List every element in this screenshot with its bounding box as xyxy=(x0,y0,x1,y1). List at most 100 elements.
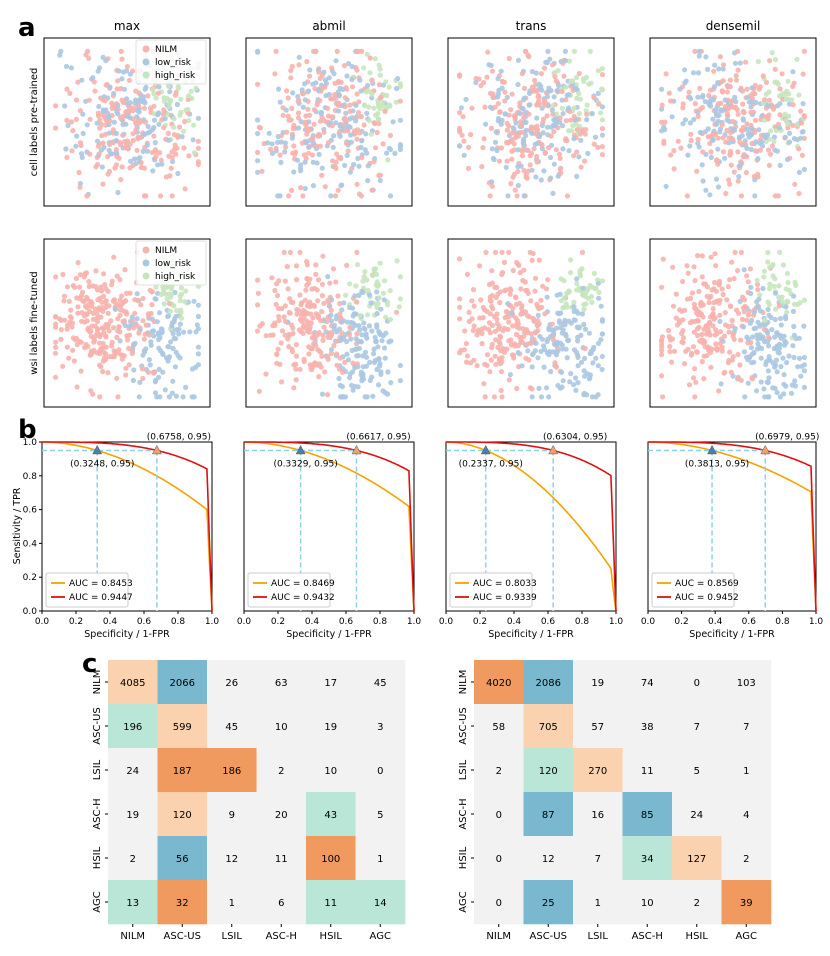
tsne-point-nilm xyxy=(549,321,555,327)
tsne-point-nilm xyxy=(329,114,335,120)
tsne-point-low_risk xyxy=(737,298,743,304)
tsne-point-low_risk xyxy=(699,162,705,168)
tsne-point-low_risk xyxy=(80,130,86,137)
heatmap-cell xyxy=(622,836,673,881)
tsne-point-nilm xyxy=(102,282,108,288)
x-tick-label-NILM: NILM xyxy=(120,931,145,942)
tsne-point-low_risk xyxy=(572,85,578,92)
tsne-point-nilm xyxy=(313,361,319,367)
tsne-point-nilm xyxy=(484,362,490,368)
tsne-point-low_risk xyxy=(586,330,593,336)
tsne-point-low_risk xyxy=(147,362,153,368)
tsne-point-nilm xyxy=(734,307,740,313)
tsne-point-nilm xyxy=(319,172,325,178)
y-tick-label: 0.8 xyxy=(23,472,38,482)
tsne-point-nilm xyxy=(772,66,778,72)
tsne-point-nilm xyxy=(53,350,59,356)
heatmap-value: 1 xyxy=(595,898,601,909)
tsne-point-nilm xyxy=(354,91,360,97)
tsne-point-low_risk xyxy=(378,332,384,338)
tsne-point-nilm xyxy=(274,293,281,299)
tsne-point-nilm xyxy=(715,135,721,141)
tsne-point-nilm xyxy=(481,79,487,86)
tsne-point-low_risk xyxy=(365,163,371,169)
tsne-point-nilm xyxy=(123,365,129,371)
tsne-point-low_risk xyxy=(749,317,755,323)
tsne-point-nilm xyxy=(684,263,690,269)
tsne-point-low_risk xyxy=(492,139,499,145)
tsne-point-low_risk xyxy=(582,326,589,332)
tsne-point-nilm xyxy=(108,318,114,324)
tsne-point-high_risk xyxy=(381,278,388,284)
tsne-point-nilm xyxy=(74,295,80,301)
tsne-point-nilm xyxy=(719,122,725,128)
tsne-point-nilm xyxy=(697,106,703,112)
legend-auc-red: AUC = 0.9447 xyxy=(69,593,133,603)
tsne-point-high_risk xyxy=(577,96,584,102)
tsne-point-nilm xyxy=(255,149,261,155)
tsne-point-nilm xyxy=(567,109,573,115)
tsne-point-low_risk xyxy=(129,314,135,320)
tsne-point-nilm xyxy=(64,154,70,160)
panel-letter-b: b xyxy=(18,415,37,445)
tsne-point-low_risk xyxy=(774,369,780,375)
tsne-point-nilm xyxy=(514,193,520,199)
tsne-point-nilm xyxy=(307,112,313,118)
tsne-point-low_risk xyxy=(801,384,808,390)
tsne-point-low_risk xyxy=(375,344,381,350)
tsne-point-low_risk xyxy=(740,117,747,123)
tsne-point-low_risk xyxy=(295,125,302,131)
tsne-point-nilm xyxy=(337,311,343,317)
tsne-point-low_risk xyxy=(769,327,775,333)
tsne-point-low_risk xyxy=(685,152,691,158)
tsne-point-nilm xyxy=(599,126,606,132)
legend-auc-red: AUC = 0.9452 xyxy=(675,593,739,603)
tsne-point-nilm xyxy=(502,89,508,95)
tsne-point-low_risk xyxy=(337,133,343,139)
tsne-point-nilm xyxy=(155,90,161,96)
tsne-point-nilm xyxy=(195,138,201,144)
tsne-point-low_risk xyxy=(682,67,688,73)
tsne-point-low_risk xyxy=(369,374,375,380)
tsne-point-nilm xyxy=(519,303,525,309)
tsne-point-nilm xyxy=(329,65,335,71)
tsne-point-nilm xyxy=(100,340,106,346)
tsne-point-nilm xyxy=(316,69,322,75)
tsne-point-low_risk xyxy=(783,340,789,346)
tsne-point-low_risk xyxy=(78,151,85,157)
tsne-point-nilm xyxy=(563,137,569,143)
tsne-point-low_risk xyxy=(590,346,596,352)
tsne-point-low_risk xyxy=(575,354,581,360)
tsne-point-nilm xyxy=(320,85,326,91)
tsne-point-nilm xyxy=(526,111,532,117)
heatmap-cell xyxy=(573,660,623,705)
tsne-point-nilm xyxy=(528,150,535,156)
operating-point-red xyxy=(760,444,771,455)
tsne-point-nilm xyxy=(553,78,559,84)
heatmap-cell xyxy=(157,836,208,881)
tsne-point-low_risk xyxy=(571,136,577,142)
tsne-point-nilm xyxy=(506,313,512,320)
tsne-legend-box xyxy=(135,240,207,286)
tsne-point-nilm xyxy=(506,377,512,383)
tsne-point-high_risk xyxy=(168,294,174,300)
tsne-point-low_risk xyxy=(142,100,148,106)
tsne-point-nilm xyxy=(53,339,59,345)
tsne-point-low_risk xyxy=(98,147,104,153)
tsne-point-low_risk xyxy=(353,336,359,342)
tsne-point-nilm xyxy=(532,275,539,281)
x-tick-label-ASC-H: ASC-H xyxy=(266,931,297,942)
heatmap-cell xyxy=(523,880,574,925)
tsne-point-nilm xyxy=(298,328,304,335)
tsne-point-low_risk xyxy=(269,141,275,147)
tsne-point-nilm xyxy=(96,151,102,157)
tsne-point-low_risk xyxy=(566,92,572,98)
tsne-point-nilm xyxy=(354,67,360,73)
heatmap-value: 24 xyxy=(126,766,139,777)
tsne-point-low_risk xyxy=(134,316,140,322)
tsne-point-nilm xyxy=(528,331,535,337)
tsne-point-nilm xyxy=(255,328,261,334)
heatmap-value: 0 xyxy=(496,854,502,865)
tsne-point-low_risk xyxy=(502,111,509,117)
tsne-point-nilm xyxy=(516,325,522,331)
